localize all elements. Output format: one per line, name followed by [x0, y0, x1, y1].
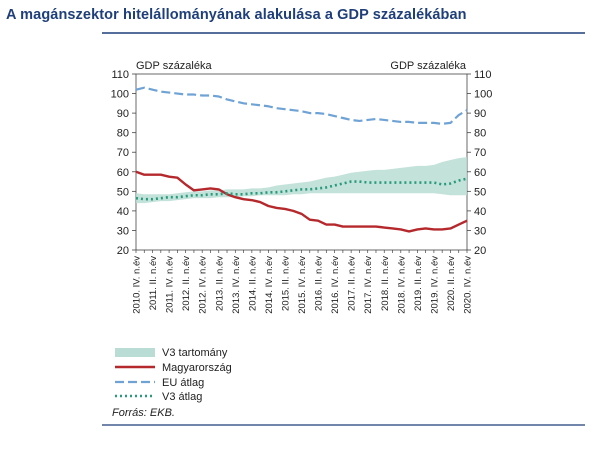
x-tick-label: 2010. IV. n.év — [132, 256, 143, 314]
legend-label-hungary: Magyarország — [162, 362, 232, 374]
x-tick-label: 2018. IV. n.év — [396, 256, 407, 314]
source-note: Forrás: EKB. — [112, 407, 175, 419]
y-tick-label-left: 80 — [117, 128, 129, 140]
y-unit-right: GDP százaléka — [390, 60, 466, 72]
page-title: A magánszektor hitelállományának alakulá… — [6, 7, 467, 23]
legend-swatch-band — [115, 348, 155, 357]
plot-frame — [135, 73, 468, 251]
y-tick-label-right: 110 — [474, 69, 492, 81]
y-unit-left: GDP százaléka — [136, 60, 212, 72]
x-tick-label: 2014. II. n.év — [247, 256, 258, 311]
legend: V3 tartomány Magyarország EU átlag V3 át… — [115, 347, 232, 403]
y-tick-label-right: 100 — [474, 89, 492, 101]
y-axis-left: 20 30 40 50 60 70 80 90 100 110 — [111, 69, 136, 257]
y-tick-label-right: 50 — [474, 186, 486, 198]
x-tick-label: 2015. IV. n.év — [297, 256, 308, 314]
y-tick-label-right: 80 — [474, 128, 486, 140]
y-tick-label-left: 90 — [117, 108, 129, 120]
hungary-line — [135, 170, 468, 233]
x-tick-label: 2017. II. n.év — [347, 256, 358, 311]
y-tick-label-right: 90 — [474, 108, 486, 120]
legend-label-v3: V3 átlag — [162, 391, 202, 403]
y-tick-label-right: 70 — [474, 147, 486, 159]
x-tick-label: 2014. IV. n.év — [264, 256, 275, 314]
x-tick-label: 2020. IV. n.év — [463, 256, 474, 314]
x-tick-label: 2020. II. n.év — [446, 256, 457, 311]
v3-range-band — [136, 157, 467, 204]
x-tick-label: 2012. IV. n.év — [198, 256, 209, 314]
y-tick-label-left: 30 — [117, 225, 129, 237]
legend-label-eu: EU átlag — [162, 377, 204, 389]
x-tick-label: 2019. II. n.év — [413, 256, 424, 311]
x-tick-label: 2013. II. n.év — [214, 256, 225, 311]
x-tick-label: 2011. IV. n.év — [165, 256, 176, 313]
y-tick-label-right: 40 — [474, 206, 486, 218]
y-tick-label-right: 20 — [474, 245, 486, 257]
y-tick-label-left: 110 — [111, 69, 129, 81]
x-tick-label: 2011. II. n.év — [148, 256, 159, 310]
y-tick-label-right: 30 — [474, 225, 486, 237]
x-tick-label: 2013. IV. n.év — [231, 256, 242, 314]
y-tick-label-left: 40 — [117, 206, 129, 218]
x-tick-label: 2016. IV. n.év — [330, 256, 341, 314]
x-tick-label: 2019. IV. n.év — [429, 256, 440, 314]
y-tick-label-left: 100 — [111, 89, 129, 101]
y-tick-label-right: 60 — [474, 167, 486, 179]
eu-average-line — [135, 86, 468, 125]
x-axis: 2010. IV. n.év 2011. II. n.év 2011. IV. n.… — [132, 250, 474, 314]
y-axis-right: 20 30 40 50 60 70 80 90 100 110 — [467, 69, 492, 257]
y-tick-label-left: 20 — [117, 245, 129, 257]
y-tick-label-left: 50 — [117, 186, 129, 198]
x-tick-label: 2018. II. n.év — [380, 256, 391, 311]
y-tick-label-left: 60 — [117, 167, 129, 179]
legend-label-band: V3 tartomány — [162, 347, 228, 359]
x-tick-label: 2015. II. n.év — [280, 256, 291, 311]
x-tick-label: 2016. II. n.év — [314, 256, 325, 311]
x-tick-label: 2012. II. n.év — [181, 256, 192, 311]
v3-average-line — [135, 177, 468, 201]
x-tick-label: 2017. IV. n.év — [363, 256, 374, 314]
y-tick-label-left: 70 — [117, 147, 129, 159]
